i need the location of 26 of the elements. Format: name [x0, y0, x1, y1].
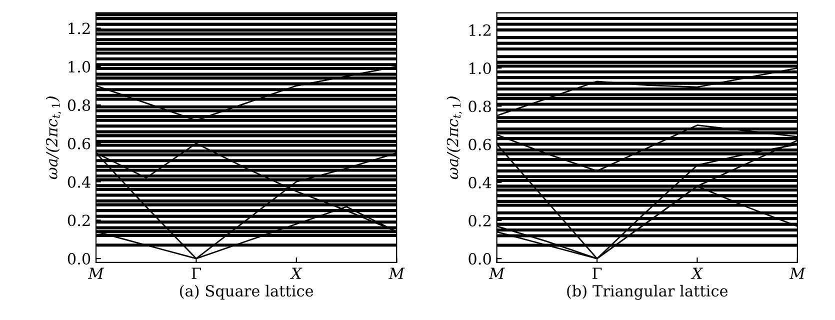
- x-tick-label: M: [789, 268, 806, 279]
- x-tick-label: Γ: [192, 268, 201, 279]
- y-tick-label: 1.0: [470, 62, 491, 74]
- y-tick-label: 0.4: [468, 176, 492, 188]
- y-tick-label: 0.8: [68, 99, 90, 111]
- y-tick-label: 0.4: [68, 176, 90, 188]
- y-tick-label: 1.0: [68, 61, 90, 73]
- y-tick-label: 0.2: [468, 214, 490, 227]
- x-axis-title: (b) Triangular lattice: [567, 284, 728, 300]
- y-tick-label: 0.6: [468, 138, 491, 150]
- x-tick-label: X: [290, 268, 302, 279]
- y-tick-label: 1.2: [68, 22, 90, 34]
- x-tick-label: Γ: [592, 268, 602, 279]
- y-tick-label: 0.8: [468, 100, 491, 112]
- y-axis-title: ωa/(2πc$_{t,1}$): [446, 96, 462, 180]
- y-tick-label: 0.2: [68, 214, 90, 226]
- x-tick-label: M: [88, 268, 104, 279]
- x-tick-label: M: [388, 268, 405, 279]
- y-tick-label: 0.0: [468, 253, 491, 265]
- y-axis-title: ωa/(2πc$_{t,1}$): [46, 96, 62, 180]
- y-tick-label: 0.6: [68, 138, 90, 150]
- y-tick-label: 1.2: [470, 24, 490, 36]
- x-tick-label: X: [690, 268, 704, 279]
- y-tick-label: 0.0: [68, 253, 90, 265]
- x-axis-title: (a) Square lattice: [180, 284, 314, 300]
- x-tick-label: M: [488, 268, 505, 279]
